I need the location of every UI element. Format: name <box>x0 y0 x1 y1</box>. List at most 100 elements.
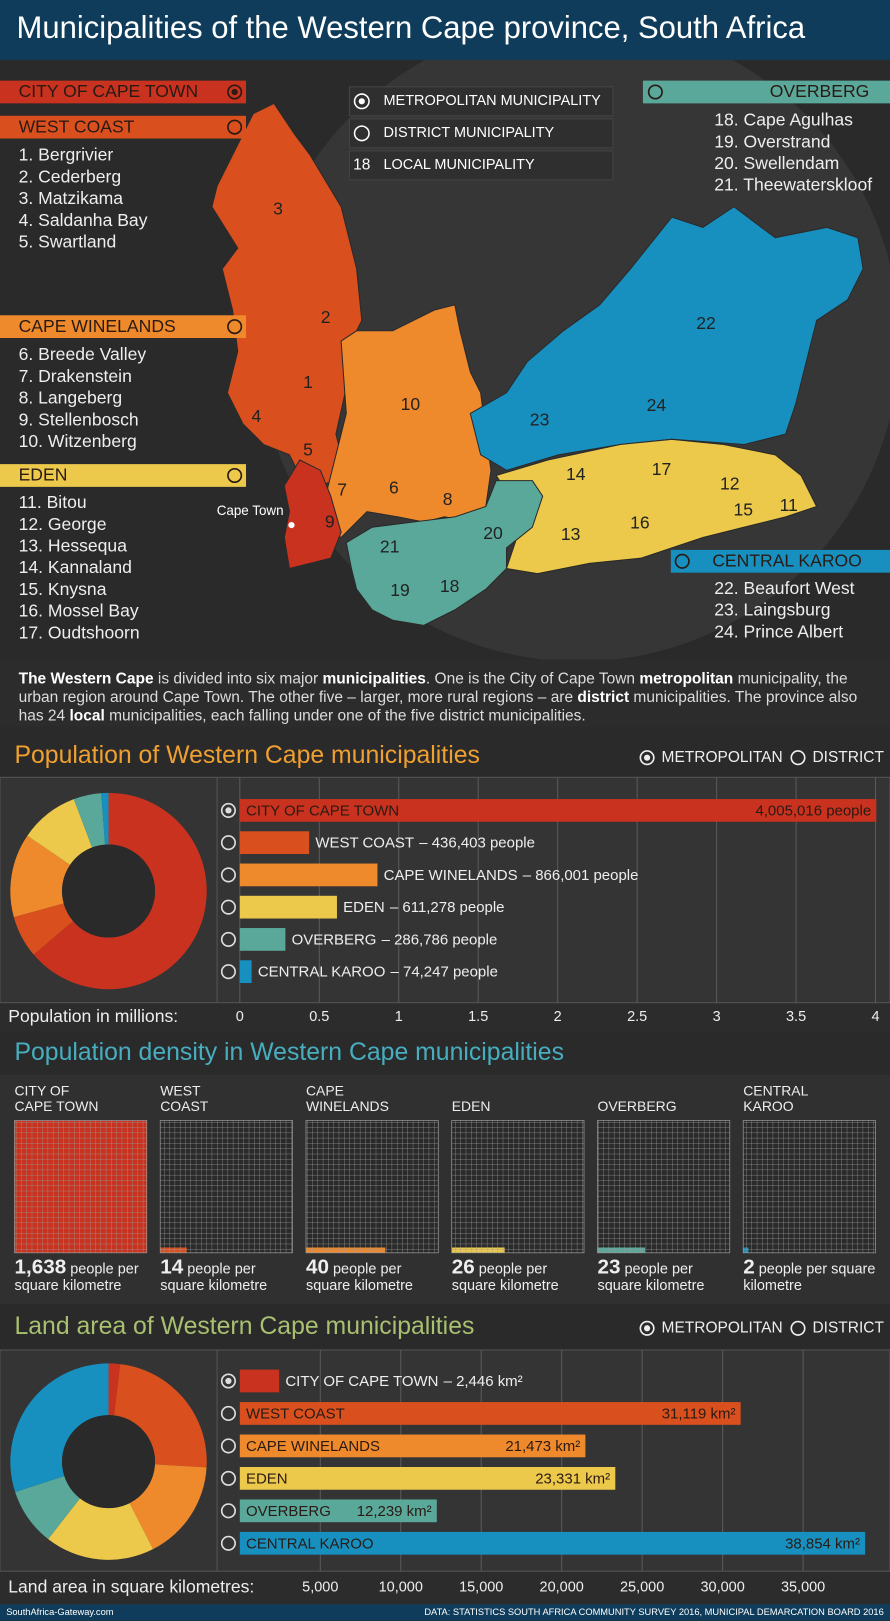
bar-value-label: – 436,403 people <box>419 835 535 852</box>
x-tick-label: 4 <box>872 1009 880 1025</box>
city-label: Cape Town <box>217 503 284 518</box>
group-item: 18. Cape Agulhas <box>714 110 853 130</box>
description-text: municipalities <box>322 669 426 688</box>
density-value: 2 people per square kilometre <box>743 1257 884 1294</box>
density-value: 1,638 people per square kilometre <box>14 1257 155 1293</box>
description-text: district <box>577 688 630 707</box>
x-tick-label: 20,000 <box>540 1580 584 1596</box>
density-category: EDEN <box>451 1098 491 1115</box>
donut-slice <box>33 792 207 990</box>
region-label: 4 <box>251 406 261 426</box>
region-label: 22 <box>696 313 716 333</box>
bar <box>239 1531 866 1555</box>
bar-value-label: – 2,446 km² <box>444 1373 523 1390</box>
kind-icon <box>220 931 236 947</box>
footer-bar <box>0 1604 890 1621</box>
map-legend: METROPOLITAN MUNICIPALITY DISTRICT MUNIC… <box>348 86 614 181</box>
waffle-grid <box>742 1120 876 1254</box>
density-number: 40 <box>305 1255 329 1279</box>
kind-icon <box>227 119 243 135</box>
region-overberg <box>345 480 544 626</box>
group-item: 6. Breede Valley <box>19 344 147 364</box>
group-item: 15. Knysna <box>19 579 107 599</box>
bar-value-label: 38,854 km² <box>785 1535 860 1552</box>
density-unit: people per square kilometre <box>305 1260 413 1294</box>
region-label: 18 <box>440 576 460 596</box>
group-item: 19. Overstrand <box>714 131 830 151</box>
bar-category: CENTRAL KAROO <box>246 1535 374 1552</box>
donut-slice <box>10 1363 109 1493</box>
kind-icon <box>227 467 243 484</box>
x-tick-label: 25,000 <box>620 1580 664 1596</box>
kind-icon <box>220 835 236 851</box>
region-label: 1 <box>303 372 313 392</box>
bar-category: EDEN <box>343 899 385 916</box>
bar <box>239 1402 741 1425</box>
density-unit: people per square kilometre <box>451 1260 559 1294</box>
group-header <box>642 80 890 104</box>
legend-label: DISTRICT <box>812 1319 884 1336</box>
legend-row <box>348 118 614 149</box>
group-item: 8. Langeberg <box>19 388 123 408</box>
kind-icon <box>790 750 806 766</box>
description: The Western Cape is divided into six maj… <box>19 670 882 726</box>
group-item: 12. George <box>19 514 107 534</box>
kind-icon <box>227 84 243 100</box>
region-label: 23 <box>530 409 550 429</box>
group-item: 3. Matzikama <box>19 188 124 208</box>
legend-row <box>348 150 614 181</box>
bar <box>239 1499 437 1523</box>
density-value: 23 people per square kilometre <box>597 1257 738 1293</box>
density-unit: people per square kilometre <box>743 1260 876 1294</box>
legend-label: METROPOLITAN <box>662 749 783 766</box>
region-label: 21 <box>380 536 400 556</box>
kind-icon <box>220 1438 236 1454</box>
kind-icon <box>639 1320 655 1336</box>
description-text: municipalities. The province also has 24 <box>18 688 858 725</box>
region-label: 9 <box>325 512 335 532</box>
bar-category: OVERBERG <box>292 931 377 948</box>
section-title: Land area of Western Cape municipalities <box>14 1313 474 1340</box>
x-tick-label: 10,000 <box>379 1580 423 1596</box>
metro-icon <box>353 93 370 110</box>
group-item: 4. Saldanha Bay <box>19 210 148 230</box>
donut-hole <box>62 844 156 938</box>
group-item: 21. Theewaterskloof <box>714 175 872 195</box>
kind-icon-dot <box>643 754 651 761</box>
description-text: municipality, the urban region around Ca… <box>18 669 848 707</box>
bar-value-label: 4,005,016 people <box>755 802 871 819</box>
donut-slice <box>114 1364 207 1468</box>
section-band <box>0 726 890 778</box>
donut-slice <box>48 1498 154 1560</box>
density-category: CITY OF CAPE TOWN <box>14 1083 99 1115</box>
group-item: 14. Kannaland <box>19 557 132 577</box>
bar-value-label: – 866,001 people <box>523 867 639 884</box>
density-number: 26 <box>451 1255 475 1279</box>
group-item: 10. Witzenberg <box>19 431 137 451</box>
x-tick-label: 5,000 <box>302 1580 338 1596</box>
group-item: 13. Hessequa <box>19 535 128 555</box>
group-name: CITY OF CAPE TOWN <box>19 81 199 101</box>
section-band <box>0 1031 890 1076</box>
donut-slice <box>27 799 93 865</box>
bar-category: CENTRAL KAROO <box>258 964 386 981</box>
axis-label: Land area in square kilometres: <box>8 1576 254 1596</box>
kind-icon <box>220 802 236 818</box>
bar-category: EDEN <box>246 1470 288 1487</box>
footer-site: SouthAfrica-Gateway.com <box>6 1607 114 1617</box>
waffle-grid <box>451 1120 585 1254</box>
bar-value-label: 23,331 km² <box>535 1470 610 1487</box>
donut-slice <box>13 903 74 955</box>
density-category: CAPE WINELANDS <box>305 1083 389 1115</box>
bar-value-label: 31,119 km² <box>662 1405 736 1422</box>
region-label: 11 <box>780 495 798 515</box>
bar <box>239 895 337 919</box>
bar <box>239 1369 280 1393</box>
description-text: metropolitan <box>639 669 734 688</box>
section-band <box>0 1304 890 1350</box>
group-item: 5. Swartland <box>19 232 117 252</box>
density-category: CENTRAL KAROO <box>743 1083 808 1115</box>
region-label: 3 <box>273 198 283 218</box>
kind-icon-dot <box>225 1377 232 1385</box>
